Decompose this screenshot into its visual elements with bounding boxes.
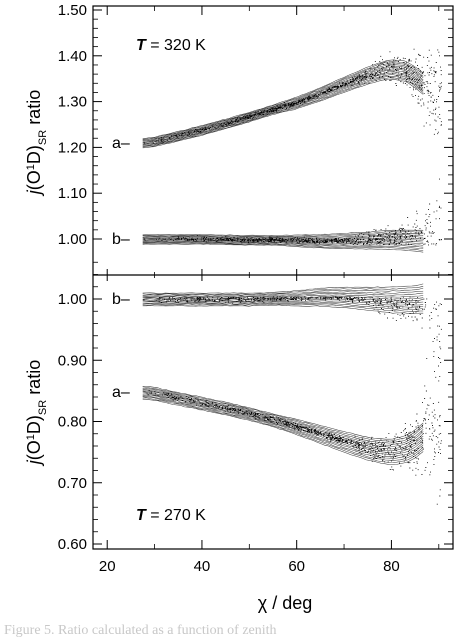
- top-temperature-annotation: T = 320 K: [136, 37, 206, 54]
- series-curve: [142, 395, 424, 459]
- series-label: a–: [112, 135, 130, 152]
- series-curve: [142, 300, 424, 306]
- series-curve: [142, 388, 424, 444]
- series-curve: [142, 396, 424, 461]
- series-curve: [142, 283, 424, 294]
- series-curve: [142, 71, 424, 145]
- x-tick-label: 20: [99, 558, 116, 575]
- series-curve: [142, 398, 424, 465]
- series-curve: [142, 68, 424, 144]
- bottom-series-lines: b– a–: [112, 283, 424, 465]
- series-curve: [142, 64, 424, 141]
- top-y-ticks: 1.00 1.10 1.20 1.30 1.40 1.50: [58, 2, 453, 248]
- series-curve: [142, 297, 424, 302]
- bottom-y-ticks: 0.60 0.70 0.80 0.90 1.00: [58, 261, 453, 553]
- series-curve: [142, 237, 424, 241]
- series-curve: [142, 388, 424, 446]
- series-curve: [142, 234, 424, 239]
- series-curve: [142, 62, 424, 141]
- series-curve: [142, 390, 424, 450]
- series-label: a–: [112, 384, 130, 401]
- x-tick-label: 60: [288, 558, 305, 575]
- series-curve: [142, 70, 424, 144]
- bottom-panel: 0.60 0.70 0.80 0.90 1.00 b– a– T = 270 K: [58, 261, 453, 553]
- series-curve: [142, 303, 424, 312]
- series-curve: [142, 386, 424, 442]
- scatter-cloud: [143, 296, 442, 367]
- series-curve: [142, 67, 424, 143]
- series-curve: [142, 287, 424, 296]
- series-curve: [142, 72, 424, 146]
- series-label: b–: [112, 291, 130, 308]
- series-curve: [142, 292, 424, 298]
- series-curve: [142, 286, 424, 295]
- series-curve: [142, 231, 424, 237]
- series-curve: [142, 304, 424, 314]
- y-tick-label: 0.80: [58, 414, 87, 431]
- series-curve: [142, 386, 424, 440]
- bottom-temperature-annotation: T = 270 K: [136, 507, 206, 524]
- series-curve: [142, 294, 424, 299]
- series-curve: [142, 239, 424, 244]
- series-curve: [142, 295, 424, 300]
- series-curve: [142, 232, 424, 238]
- series-curve: [142, 61, 424, 140]
- series-curve: [142, 290, 424, 297]
- series-curve: [142, 242, 424, 249]
- series-curve: [142, 235, 424, 240]
- x-tick-label: 80: [383, 558, 400, 575]
- top-y-axis-title: j(O1D)SR ratio: [24, 90, 49, 197]
- figure-caption: Figure 5. Ratio calculated as a function…: [4, 623, 277, 638]
- series-curve: [142, 65, 424, 142]
- top-panel: 1.00 1.10 1.20 1.30 1.40 1.50 a– b– T = 320 K: [58, 2, 453, 253]
- y-tick-label: 1.40: [58, 48, 87, 65]
- series-curve: [142, 239, 424, 243]
- series-curve: [142, 393, 424, 455]
- y-tick-label: 1.00: [58, 291, 87, 308]
- series-curve: [142, 394, 424, 457]
- y-tick-label: 1.10: [58, 185, 87, 202]
- series-curve: [142, 397, 424, 463]
- series-curve: [142, 298, 424, 304]
- series-curve: [142, 391, 424, 452]
- y-tick-label: 0.70: [58, 475, 87, 492]
- series-curve: [142, 242, 424, 251]
- series-curve: [142, 78, 424, 149]
- series-curve: [142, 243, 424, 253]
- series-curve: [142, 302, 424, 310]
- y-tick-label: 1.50: [58, 2, 87, 19]
- plot-frame: [92, 5, 454, 550]
- series-curve: [142, 241, 424, 248]
- series-curve: [142, 59, 424, 139]
- bottom-scatter-points: [143, 296, 442, 505]
- series-curve: [142, 389, 424, 448]
- series-curve: [142, 74, 424, 146]
- x-tick-label: 40: [194, 558, 211, 575]
- series-curve: [142, 240, 424, 246]
- bottom-y-axis-title: j(O1D)SR ratio: [24, 360, 49, 467]
- series-curve: [142, 392, 424, 454]
- y-tick-label: 0.60: [58, 536, 87, 553]
- y-tick-label: 1.20: [58, 139, 87, 156]
- y-tick-label: 1.30: [58, 94, 87, 111]
- y-tick-label: 1.00: [58, 231, 87, 248]
- series-curve: [142, 229, 424, 236]
- series-curve: [142, 76, 424, 147]
- series-curve: [142, 238, 424, 242]
- top-series-lines: a– b–: [112, 59, 424, 253]
- x-axis-title: χ / deg: [258, 593, 312, 613]
- y-tick-label: 0.90: [58, 352, 87, 369]
- series-curve: [142, 301, 424, 308]
- series-curve: [142, 77, 424, 148]
- x-axis-ticks: 20 40 60 80: [99, 6, 440, 575]
- series-label: b–: [112, 231, 130, 248]
